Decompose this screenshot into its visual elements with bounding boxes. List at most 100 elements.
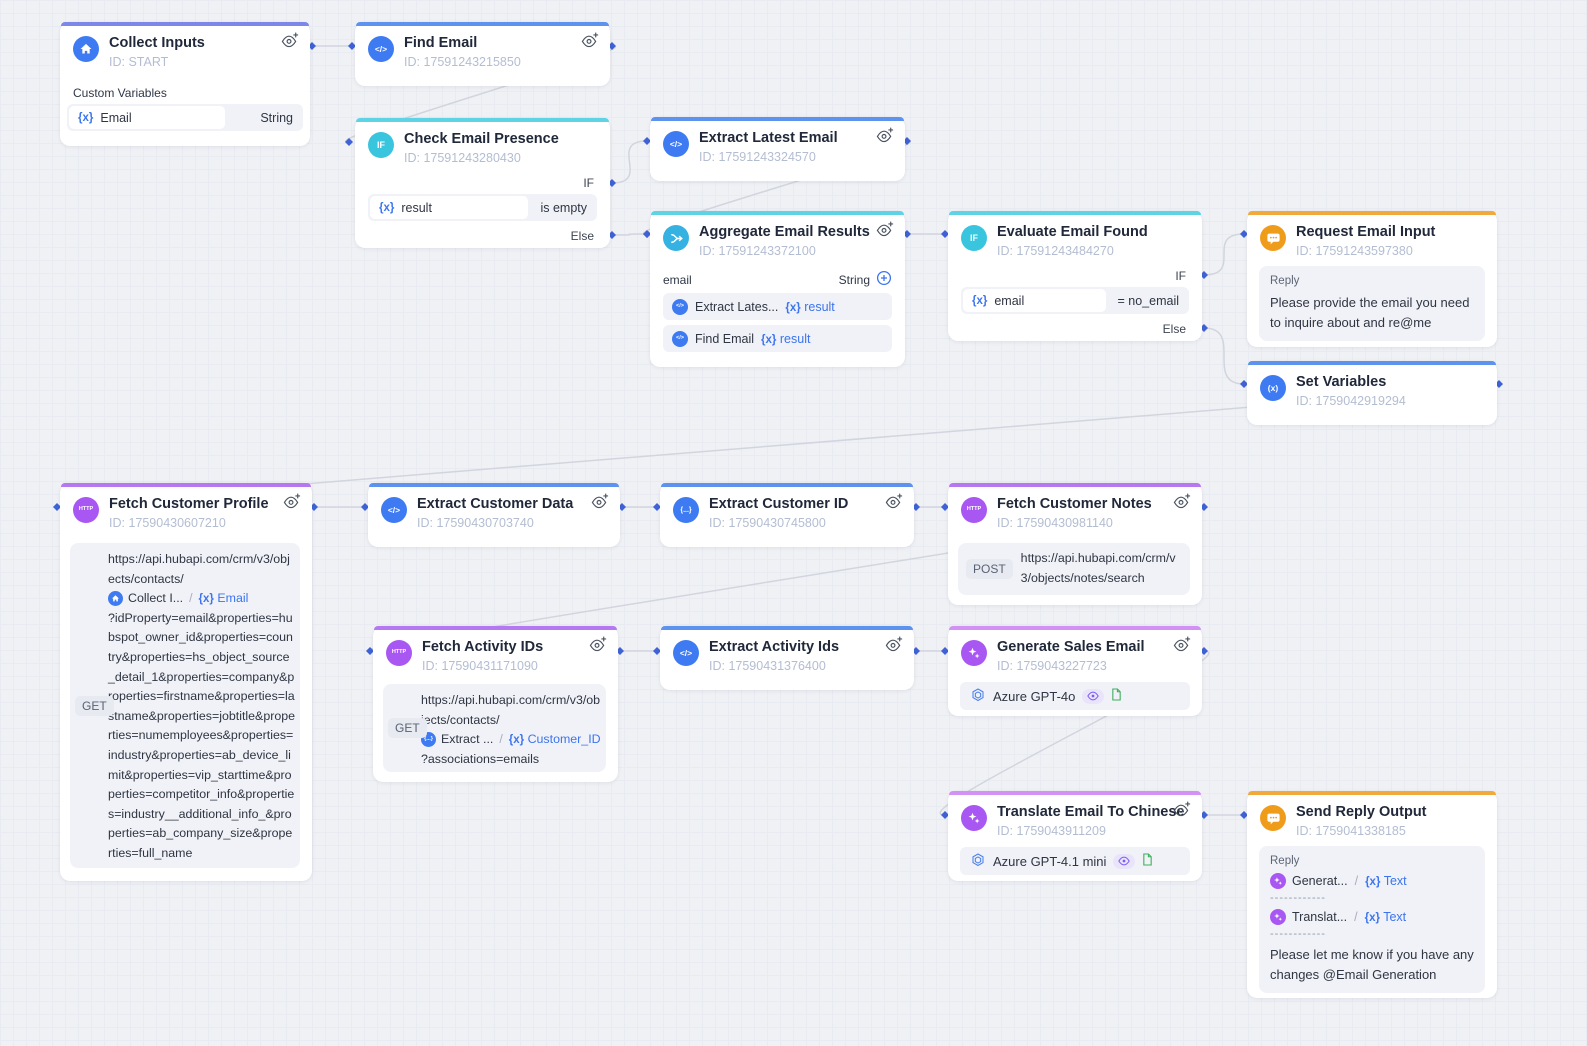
variable-reference[interactable]: Generat... / {x} Text [1270, 873, 1474, 889]
node-evaluate-email-found[interactable]: IF Evaluate Email Found ID: 175912434842… [948, 211, 1202, 341]
port-diamond[interactable] [643, 137, 651, 145]
node-extract-customer-data[interactable]: </> Extract Customer Data ID: 1759043070… [368, 483, 620, 547]
port-diamond[interactable] [1200, 271, 1208, 279]
watch-add-icon[interactable] [884, 635, 903, 657]
port-diamond[interactable] [608, 42, 616, 50]
port-diamond[interactable] [608, 231, 616, 239]
request-box[interactable]: GET https://api.hubapi.com/crm/v3/object… [383, 684, 606, 772]
port-diamond[interactable] [643, 230, 651, 238]
port-diamond[interactable] [348, 42, 356, 50]
node-generate-sales-email[interactable]: Generate Sales Email ID: 1759043227723 A… [948, 626, 1202, 716]
node-extract-customer-id[interactable]: {...} Extract Customer ID ID: 1759043074… [660, 483, 914, 547]
port-diamond[interactable] [310, 503, 318, 511]
add-source-icon[interactable] [876, 270, 892, 289]
variable-reference[interactable]: {...} Extract ... / {x} Customer_ID [421, 730, 602, 750]
watch-add-icon[interactable] [884, 492, 903, 514]
port-diamond[interactable] [1200, 647, 1208, 655]
node-extract-activity-ids[interactable]: </> Extract Activity Ids ID: 17590431376… [660, 626, 914, 690]
port-diamond[interactable] [361, 503, 369, 511]
request-box[interactable]: POST https://api.hubapi.com/crm/v3/objec… [958, 543, 1190, 595]
watch-add-icon[interactable] [590, 492, 609, 514]
port-diamond[interactable] [912, 503, 920, 511]
port-diamond[interactable] [366, 647, 374, 655]
condition-chip[interactable]: {x} email [963, 289, 1106, 312]
accent-bar [369, 483, 619, 487]
source-row[interactable]: </> Extract Lates... {x} result [663, 293, 892, 320]
node-fetch-customer-notes[interactable]: HTTP Fetch Customer Notes ID: 1759043098… [948, 483, 1202, 605]
port-diamond[interactable] [1200, 324, 1208, 332]
code-icon: </> [381, 497, 407, 523]
accent-bar [651, 117, 904, 121]
watch-add-icon[interactable] [280, 31, 299, 53]
port-diamond[interactable] [912, 647, 920, 655]
openai-logo-icon [970, 687, 986, 706]
node-fetch-customer-profile[interactable]: HTTP Fetch Customer Profile ID: 17590430… [60, 483, 312, 881]
port-diamond[interactable] [53, 503, 61, 511]
port-diamond[interactable] [345, 138, 353, 146]
node-request-email-input[interactable]: Request Email Input ID: 17591243597380 R… [1247, 211, 1497, 347]
condition-chip[interactable]: {x} result [370, 196, 529, 219]
node-translate-email-to-chinese[interactable]: Translate Email To Chinese ID: 175904391… [948, 791, 1202, 881]
node-fetch-activity-ids[interactable]: HTTP Fetch Activity IDs ID: 175904311710… [373, 626, 618, 782]
port-diamond[interactable] [1200, 503, 1208, 511]
port-diamond[interactable] [1240, 811, 1248, 819]
watch-add-icon[interactable] [1172, 800, 1191, 822]
request-url-part1: https://api.hubapi.com/crm/v3/objects/co… [421, 693, 601, 727]
node-aggregate-email-results[interactable]: Aggregate Email Results ID: 175912433721… [650, 211, 905, 367]
watch-add-icon[interactable] [875, 126, 894, 148]
node-collect-inputs[interactable]: Collect Inputs ID: START Custom Variable… [60, 22, 310, 146]
port-diamond[interactable] [608, 179, 616, 187]
if-branch-label: IF [1175, 269, 1186, 283]
watch-add-icon[interactable] [580, 31, 599, 53]
node-title: Generate Sales Email [997, 639, 1145, 655]
variable-chip[interactable]: {x} Email [69, 106, 225, 129]
port-diamond[interactable] [903, 137, 911, 145]
port-diamond[interactable] [941, 503, 949, 511]
port-diamond[interactable] [653, 503, 661, 511]
accent-bar [949, 211, 1201, 215]
port-diamond[interactable] [941, 647, 949, 655]
reply-text: Please let me know if you have any chang… [1270, 947, 1474, 982]
port-diamond[interactable] [941, 811, 949, 819]
node-find-email[interactable]: </> Find Email ID: 17591243215850 [355, 22, 610, 86]
reference-variable: {x} Email [198, 590, 249, 605]
port-diamond[interactable] [618, 503, 626, 511]
prompt-doc-icon[interactable] [1142, 853, 1153, 869]
node-extract-latest-email[interactable]: </> Extract Latest Email ID: 17591243324… [650, 117, 905, 181]
request-box[interactable]: GET https://api.hubapi.com/crm/v3/object… [70, 543, 300, 868]
watch-add-icon[interactable] [282, 492, 301, 514]
watch-add-icon[interactable] [1172, 635, 1191, 657]
variable-row[interactable]: {x} Email String [67, 104, 303, 131]
watch-add-icon[interactable] [588, 635, 607, 657]
port-diamond[interactable] [308, 42, 316, 50]
node-title: Fetch Customer Notes [997, 496, 1152, 512]
condition-row[interactable]: {x} result is empty [368, 194, 597, 221]
node-set-variables[interactable]: (x) Set Variables ID: 1759042919294 [1247, 361, 1497, 425]
prompt-doc-icon[interactable] [1111, 688, 1122, 704]
watch-add-icon[interactable] [1172, 492, 1191, 514]
port-diamond[interactable] [1495, 380, 1503, 388]
port-diamond[interactable] [1200, 811, 1208, 819]
node-send-reply-output[interactable]: Send Reply Output ID: 1759041338185 Repl… [1247, 791, 1497, 998]
port-diamond[interactable] [653, 647, 661, 655]
reply-box[interactable]: Reply Please provide the email you need … [1259, 266, 1485, 341]
port-diamond[interactable] [903, 230, 911, 238]
reply-box[interactable]: Reply Generat... / {x} Text ------------… [1259, 846, 1485, 993]
source-row[interactable]: </> Find Email {x} result [663, 325, 892, 352]
variable-reference[interactable]: Translat... / {x} Text [1270, 909, 1474, 925]
preview-eye-icon[interactable] [1082, 688, 1105, 704]
port-diamond[interactable] [1240, 230, 1248, 238]
accent-bar [374, 626, 617, 630]
port-diamond[interactable] [941, 230, 949, 238]
model-row[interactable]: Azure GPT-4.1 mini [960, 847, 1190, 875]
accent-bar [1248, 791, 1496, 795]
port-diamond[interactable] [616, 647, 624, 655]
preview-eye-icon[interactable] [1113, 853, 1136, 869]
watch-add-icon[interactable] [875, 220, 894, 242]
port-diamond[interactable] [1240, 380, 1248, 388]
model-row[interactable]: Azure GPT-4o [960, 682, 1190, 710]
node-check-email-presence[interactable]: IF Check Email Presence ID: 175912432804… [355, 118, 610, 248]
condition-row[interactable]: {x} email = no_email [961, 287, 1189, 314]
variable-reference[interactable]: Collect I... / {x} Email [108, 589, 296, 609]
